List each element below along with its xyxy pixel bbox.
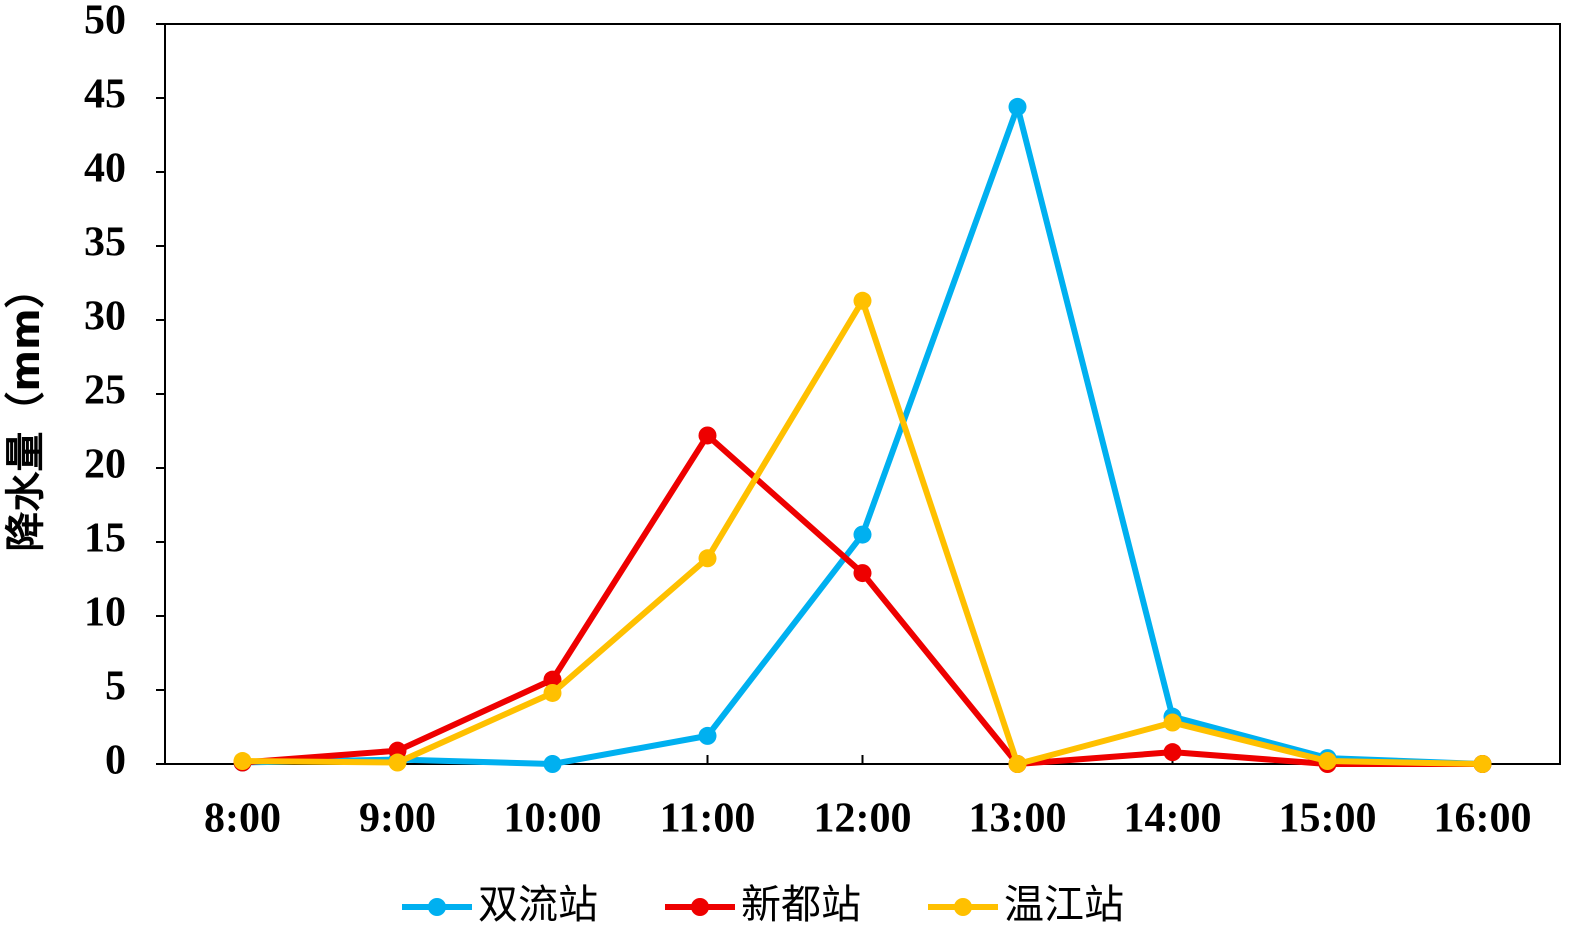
- y-tick-label: 50: [84, 0, 126, 44]
- point: [543, 683, 562, 702]
- legend-marker: [428, 898, 446, 916]
- x-tick-label: 10:00: [504, 796, 602, 842]
- x-tick-label: 15:00: [1279, 796, 1377, 842]
- series-line: [242, 103, 1483, 767]
- point: [1318, 752, 1337, 771]
- y-axis-title: 降水量（mm）: [3, 268, 49, 551]
- point: [698, 426, 717, 445]
- legend-marker: [954, 898, 972, 916]
- point: [1473, 755, 1492, 773]
- y-tick-label: 35: [84, 220, 126, 266]
- legend-label: 温江站: [1004, 882, 1124, 928]
- x-tick-label: 9:00: [359, 796, 436, 842]
- x-tick-label: 11:00: [660, 796, 756, 842]
- plot-frame: [164, 23, 1561, 765]
- point: [1163, 713, 1182, 732]
- y-tick-label: 15: [84, 516, 126, 562]
- y-tick-label: 20: [84, 442, 126, 488]
- point: [543, 670, 562, 689]
- point: [698, 549, 717, 568]
- point: [1008, 97, 1027, 116]
- point: [698, 726, 717, 745]
- legend-marker: [691, 898, 709, 916]
- y-tick-label: 45: [84, 72, 126, 118]
- x-tick-label: 8:00: [204, 796, 281, 842]
- y-tick-label: 10: [84, 590, 126, 636]
- x-tick-label: 16:00: [1434, 796, 1532, 842]
- x-tick-label: 13:00: [969, 796, 1067, 842]
- y-tick-label: 5: [105, 664, 126, 710]
- point: [853, 291, 872, 310]
- point: [1163, 743, 1182, 762]
- y-tick-label: 25: [84, 368, 126, 414]
- point: [233, 752, 252, 771]
- point: [853, 525, 872, 544]
- y-tick-label: 30: [84, 294, 126, 340]
- y-tick-label: 40: [84, 146, 126, 192]
- point: [388, 753, 407, 772]
- series-line: [242, 432, 1483, 767]
- point: [1008, 755, 1027, 773]
- point: [543, 755, 562, 773]
- legend-label: 新都站: [741, 882, 861, 928]
- x-tick-label: 12:00: [814, 796, 912, 842]
- y-tick-label: 0: [105, 738, 126, 784]
- legend-label: 双流站: [478, 882, 598, 928]
- point: [853, 564, 872, 583]
- x-tick-label: 14:00: [1124, 796, 1222, 842]
